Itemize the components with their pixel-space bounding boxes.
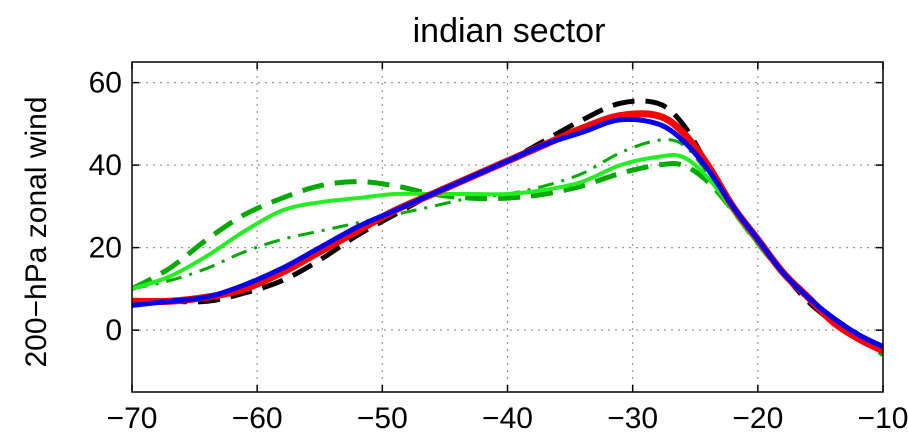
grid-lines (132, 62, 883, 392)
series-line-4 (132, 98, 883, 349)
x-tick-label: −10 (858, 402, 908, 435)
y-tick-label: 20 (89, 232, 122, 265)
y-tick-labels: 0 20 40 60 (89, 67, 122, 348)
axis-ticks (131, 62, 884, 392)
y-axis-label: 200−hPa zonal wind (20, 96, 53, 367)
x-tick-label: −70 (107, 402, 158, 435)
series-line-6 (132, 116, 883, 349)
x-tick-labels: −70 −60 −50 −40 −30 −20 −10 (107, 402, 908, 435)
x-tick-label: −30 (607, 402, 658, 435)
y-tick-label: 60 (89, 67, 122, 100)
plot-series (132, 98, 883, 357)
y-tick-label: 0 (105, 314, 122, 347)
chart-title: indian sector (413, 12, 606, 50)
x-tick-label: −50 (357, 402, 408, 435)
y-tick-label: 40 (89, 149, 122, 182)
x-tick-label: −40 (482, 402, 533, 435)
x-tick-label: −60 (232, 402, 283, 435)
x-tick-label: −20 (732, 402, 783, 435)
